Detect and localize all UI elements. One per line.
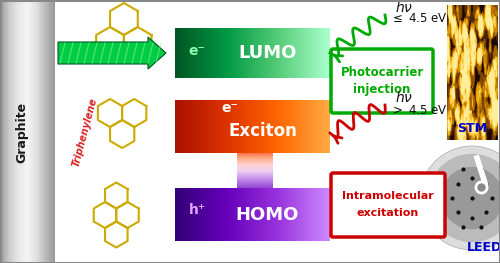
Text: Intramolecular: Intramolecular <box>342 191 434 201</box>
Text: $h\nu$: $h\nu$ <box>395 90 413 105</box>
Text: $>$ 4.5 eV: $>$ 4.5 eV <box>390 104 448 117</box>
Circle shape <box>428 154 500 242</box>
Text: e⁻: e⁻ <box>188 44 206 58</box>
FancyBboxPatch shape <box>331 49 433 113</box>
Text: $\leq$ 4.5 eV: $\leq$ 4.5 eV <box>390 13 448 26</box>
Text: Exciton: Exciton <box>228 123 297 140</box>
Text: excitation: excitation <box>357 208 419 218</box>
Text: injection: injection <box>354 83 410 95</box>
Text: LEED: LEED <box>466 241 500 254</box>
Text: e⁻: e⁻ <box>222 101 238 115</box>
FancyBboxPatch shape <box>331 173 445 237</box>
Text: Photocarrier: Photocarrier <box>340 65 423 78</box>
Text: Graphite: Graphite <box>16 102 28 163</box>
FancyArrow shape <box>58 37 166 69</box>
Text: Triphenylene: Triphenylene <box>71 96 99 168</box>
Text: h⁺: h⁺ <box>188 203 206 216</box>
Text: HOMO: HOMO <box>236 205 299 224</box>
Text: STM: STM <box>457 122 487 135</box>
Circle shape <box>420 146 500 250</box>
Circle shape <box>441 167 500 229</box>
Text: $h\nu$: $h\nu$ <box>395 0 413 14</box>
Text: LUMO: LUMO <box>238 44 296 62</box>
